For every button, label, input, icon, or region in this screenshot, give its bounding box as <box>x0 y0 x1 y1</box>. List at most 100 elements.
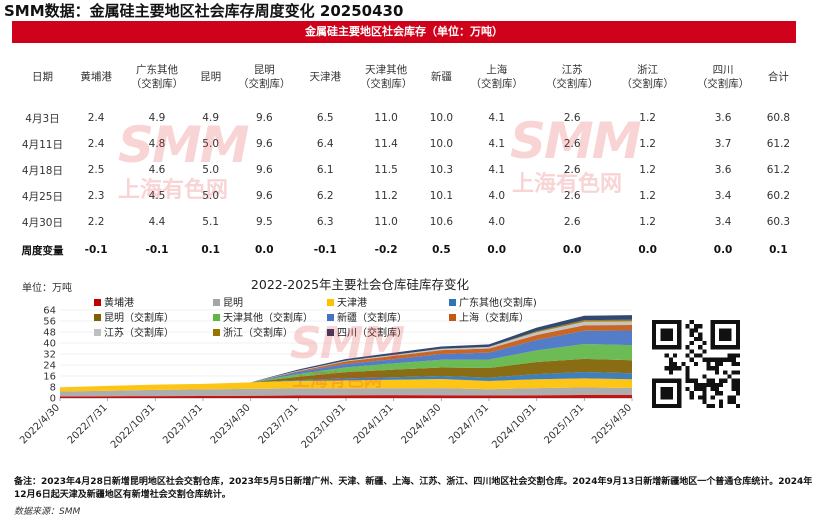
table-cell: 2.2 <box>87 216 105 228</box>
y-tick-label: 56 <box>43 317 56 328</box>
legend-swatch <box>449 299 456 306</box>
table-header-cell: 浙江 （交割库） <box>610 56 685 98</box>
y-tick-label: 40 <box>43 339 56 350</box>
table-cell: 4.8 <box>148 138 166 150</box>
x-tick-label: 2022/4/30 <box>18 402 62 446</box>
table-cell: 6.3 <box>316 216 334 228</box>
legend-swatch <box>449 314 456 321</box>
table-cell: 3.6 <box>714 112 732 124</box>
table-cell: 4.1 <box>488 138 506 150</box>
legend-swatch <box>327 314 334 321</box>
legend-label: 四川（交割库） <box>337 326 407 339</box>
y-tick-label: 64 <box>43 306 56 317</box>
table-cell: 61.2 <box>766 138 791 150</box>
table-cell: 3.7 <box>714 138 732 150</box>
table-cell: 9.6 <box>255 112 273 124</box>
x-tick-label: 2023/4/30 <box>209 402 253 446</box>
header-line: 广东其他 <box>136 64 178 76</box>
series-area-2 <box>60 378 632 392</box>
header-line: 日期 <box>31 71 53 83</box>
qr-code <box>652 320 740 408</box>
header-line: 天津港 <box>309 71 341 83</box>
table-body: 4月3日 2.4 4.9 4.9 9.6 6.5 11.0 10.0 4.1 2.6 1.2 3.6 6… <box>12 98 796 265</box>
series-area-4 <box>60 358 632 388</box>
header-line: 新疆 <box>430 71 452 83</box>
data-source: 数据来源：SMM <box>14 507 81 517</box>
change-cell: 0.5 <box>432 244 451 256</box>
legend-swatch <box>327 299 334 306</box>
table-cell: 5.0 <box>202 190 219 202</box>
page-title: SMM数据：金属硅主要地区社会库存周度变化 20250430 <box>4 2 404 20</box>
table-cell: 4月25日 <box>21 190 63 203</box>
table-row: 4月18日 2.5 4.6 5.0 9.6 6.1 11.5 10.3 4.1 2.6 1.2 3.6… <box>12 157 796 183</box>
x-tick-label: 2024/7/31 <box>447 402 491 446</box>
table-cell: 5.1 <box>202 216 219 228</box>
legend-swatch <box>213 314 220 321</box>
table-cell: 2.4 <box>87 138 105 150</box>
table-cell: 4.0 <box>488 190 506 202</box>
table-header-cell: 昆明 <box>195 56 227 98</box>
legend-swatch <box>213 329 220 336</box>
table-header-cell: 四川 （交割库） <box>685 56 760 98</box>
table-cell: 4月11日 <box>21 138 63 151</box>
table-cell: 4.4 <box>148 216 166 228</box>
table-row: 4月30日 2.2 4.4 5.1 9.5 6.3 11.0 10.6 4.0 2.6 1.2 3.4… <box>12 209 796 235</box>
header-line: 上海 <box>486 64 508 76</box>
y-tick-label: 16 <box>43 372 56 383</box>
y-tick-label: 0 <box>50 394 56 405</box>
table-cell: 61.2 <box>766 164 791 176</box>
table-cell: 3.4 <box>714 190 732 202</box>
table-cell: 10.3 <box>429 164 454 176</box>
table-header-cell: 昆明 （交割库） <box>227 56 302 98</box>
table-header-cell: 日期 <box>12 56 73 98</box>
table-cell: 10.6 <box>429 216 454 228</box>
table-cell: 1.2 <box>639 190 656 202</box>
header-line: （交割库） <box>621 78 674 90</box>
weekly-change-row: 周度变量 -0.1 -0.1 0.1 0.0 -0.1 -0.2 0.5 0.0 0.0 0.0 0.… <box>12 235 796 265</box>
legend-label: 昆明 <box>223 297 243 309</box>
table-cell: 1.2 <box>639 164 656 176</box>
table-cell: 4月18日 <box>21 164 63 177</box>
header-line: （交割库） <box>696 78 750 90</box>
table-cell: 1.2 <box>639 138 656 150</box>
header-line: 浙江 <box>637 64 659 76</box>
legend-label: 黄埔港 <box>104 296 134 309</box>
header-line: （交割库） <box>238 78 291 90</box>
change-cell: 0.1 <box>769 244 788 256</box>
table-header-cell: 上海 （交割库） <box>459 56 534 98</box>
header-line: （交割库） <box>545 78 599 90</box>
table-header-row: 日期 黄埔港 广东其他 （交割库） 昆明 昆明 （交割库） 天津港 天津其他 （交割库） 新疆 上海（… <box>12 56 796 98</box>
table-cell: 11.0 <box>374 216 398 228</box>
table-cell: 2.6 <box>563 164 581 176</box>
table-cell: 10.1 <box>429 190 454 202</box>
header-line: （交割库） <box>470 78 523 90</box>
change-cell: 0.0 <box>713 244 733 256</box>
table-cell: 9.6 <box>255 138 273 150</box>
table-header-cell: 新疆 <box>424 56 459 98</box>
header-line: （交割库） <box>359 78 413 90</box>
series-area-3 <box>60 372 632 388</box>
table-cell: 9.5 <box>255 216 273 228</box>
table-header-cell: 天津港 <box>302 56 348 98</box>
table-cell: 60.3 <box>766 216 791 228</box>
change-cell: -0.1 <box>145 244 169 256</box>
legend-label: 昆明（交割库） <box>104 311 174 324</box>
table-header-cell: 江苏 （交割库） <box>534 56 609 98</box>
table-header-cell: 黄埔港 <box>73 56 119 98</box>
x-tick-label: 2024/10/31 <box>490 402 539 451</box>
header-line: 昆明 <box>200 71 222 83</box>
y-tick-label: 24 <box>43 361 56 372</box>
table-cell: 3.6 <box>714 164 732 176</box>
table-cell: 11.4 <box>374 138 398 150</box>
table-cell: 1.2 <box>639 112 656 124</box>
legend-swatch <box>94 299 101 306</box>
chart-title: 2022-2025年主要社会仓库硅库存变化 <box>250 277 470 292</box>
inventory-table: 日期 黄埔港 广东其他 （交割库） 昆明 昆明 （交割库） 天津港 天津其他 （交割库） 新疆 上海（… <box>12 56 796 265</box>
table-cell: 4.1 <box>488 164 506 176</box>
legend-label: 广东其他(交割库) <box>459 296 537 309</box>
table-cell: 4.9 <box>148 112 166 124</box>
table-cell: 4月30日 <box>21 216 63 229</box>
y-tick-label: 8 <box>50 383 56 394</box>
change-cell: -0.2 <box>374 244 398 256</box>
y-tick-label: 48 <box>43 328 56 339</box>
